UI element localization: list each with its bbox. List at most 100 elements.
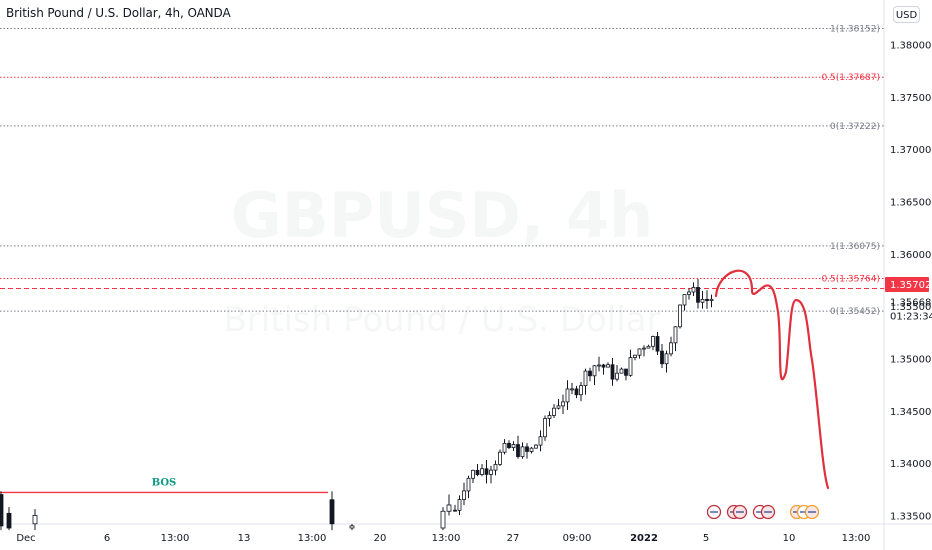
last-price-value: 1.35668	[890, 298, 931, 309]
candle-body	[32, 515, 38, 525]
candle-body	[0, 494, 4, 527]
price-tick-label: 1.36500	[890, 197, 931, 208]
candle-body	[615, 372, 619, 380]
price-tick-label: 1.35500	[890, 302, 931, 313]
time-tick-label: 20	[374, 533, 387, 544]
price-tick-label: 1.37500	[890, 93, 931, 104]
candle-body	[507, 442, 511, 449]
candle-body	[655, 336, 660, 352]
bos-label: BOS	[152, 477, 177, 488]
candle-body	[705, 298, 709, 301]
candle-body	[588, 370, 592, 377]
time-tick-label: 13:00	[432, 533, 461, 544]
candle-body	[561, 401, 565, 407]
candle-body	[547, 415, 552, 419]
candle-body	[664, 353, 669, 365]
candle-body	[543, 418, 547, 438]
candle-body	[709, 298, 714, 301]
time-tick-label: 5	[703, 533, 709, 544]
candle-body	[493, 464, 498, 471]
symbol-title[interactable]: British Pound / U.S. Dollar, 4h, OANDA	[6, 6, 231, 20]
candle-body	[462, 490, 466, 501]
candle-body	[480, 468, 484, 475]
price-tick-label: 1.36000	[890, 250, 931, 261]
candle-body	[610, 364, 615, 380]
candle-body	[651, 336, 655, 347]
fib-level-label: 1(1.36075)	[830, 242, 880, 252]
fib-level-label: 0.5(1.37687)	[821, 73, 880, 83]
candle-body	[691, 287, 696, 293]
time-tick-label: 27	[507, 533, 520, 544]
candle-body	[529, 447, 534, 452]
fib-level-label: 0(1.37222)	[830, 122, 880, 132]
candle-body	[471, 469, 475, 479]
time-tick-label: 2022	[630, 533, 658, 544]
time-tick-label: 13:00	[842, 533, 871, 544]
candle-body	[606, 364, 610, 368]
candle-body	[349, 525, 355, 529]
candle-body	[453, 509, 457, 512]
candle-body	[440, 510, 446, 529]
time-tick-label: 6	[104, 533, 110, 544]
candle-body	[637, 348, 642, 356]
candle-body	[628, 357, 633, 376]
candle-body	[682, 294, 687, 306]
candle-body	[669, 342, 673, 355]
time-tick-label: 13	[238, 533, 251, 544]
candle-body	[466, 477, 471, 492]
candle-body	[457, 499, 462, 511]
candle-body	[484, 468, 489, 475]
price-tick-label: 1.34000	[890, 459, 931, 470]
candle-body	[329, 499, 335, 525]
watermark-description: British Pound / U.S. Dollar	[223, 300, 661, 340]
candle-body	[646, 345, 651, 349]
current-price-value: 1.35702	[890, 280, 931, 291]
candle-body	[502, 442, 507, 453]
candle-body	[619, 368, 624, 374]
candle-body	[511, 444, 516, 449]
candle-body	[475, 469, 480, 475]
candle-body	[565, 388, 570, 403]
hand-drawn-projection	[714, 269, 830, 490]
candle-body	[538, 436, 543, 446]
currency-button[interactable]: USD	[893, 6, 920, 23]
price-tick-label: 1.37000	[890, 145, 931, 156]
candle-body	[534, 444, 538, 449]
candle-body	[700, 298, 705, 303]
candle-body	[673, 326, 678, 344]
time-tick-label: 09:00	[563, 533, 592, 544]
candle-body	[696, 287, 700, 303]
candle-body	[579, 385, 583, 396]
candle-body	[489, 469, 493, 475]
countdown-timer: 01:23:34	[890, 312, 932, 323]
candle-body	[687, 291, 691, 295]
price-tick-label: 1.38000	[890, 40, 931, 51]
candle-body	[597, 364, 601, 367]
candle-body	[498, 451, 502, 465]
price-tick-label: 1.33500	[890, 511, 931, 522]
candle-body	[556, 405, 561, 409]
candle-body	[525, 446, 529, 452]
fib-level-label: 0(1.35452)	[830, 307, 880, 317]
candle-body	[552, 407, 556, 416]
current-price-badge	[885, 276, 929, 292]
time-tick-label: 13:00	[298, 533, 327, 544]
watermark-symbol: GBPUSD, 4h	[230, 179, 654, 252]
price-tick-label: 1.35000	[890, 354, 931, 365]
candle-body	[583, 370, 588, 387]
candle-body	[520, 446, 525, 457]
candle-body	[446, 504, 452, 512]
candle-body	[601, 364, 606, 368]
candle-body	[660, 350, 664, 365]
time-tick-label: 10	[783, 533, 796, 544]
candle-body	[678, 304, 682, 328]
candle-body	[642, 347, 646, 350]
time-tick-label: 13:00	[161, 533, 190, 544]
candle-body	[633, 354, 637, 358]
candle-body	[592, 365, 597, 377]
fib-level-label: 1(1.38152)	[830, 25, 880, 35]
candle-body	[624, 368, 628, 376]
candle-body	[574, 388, 579, 396]
